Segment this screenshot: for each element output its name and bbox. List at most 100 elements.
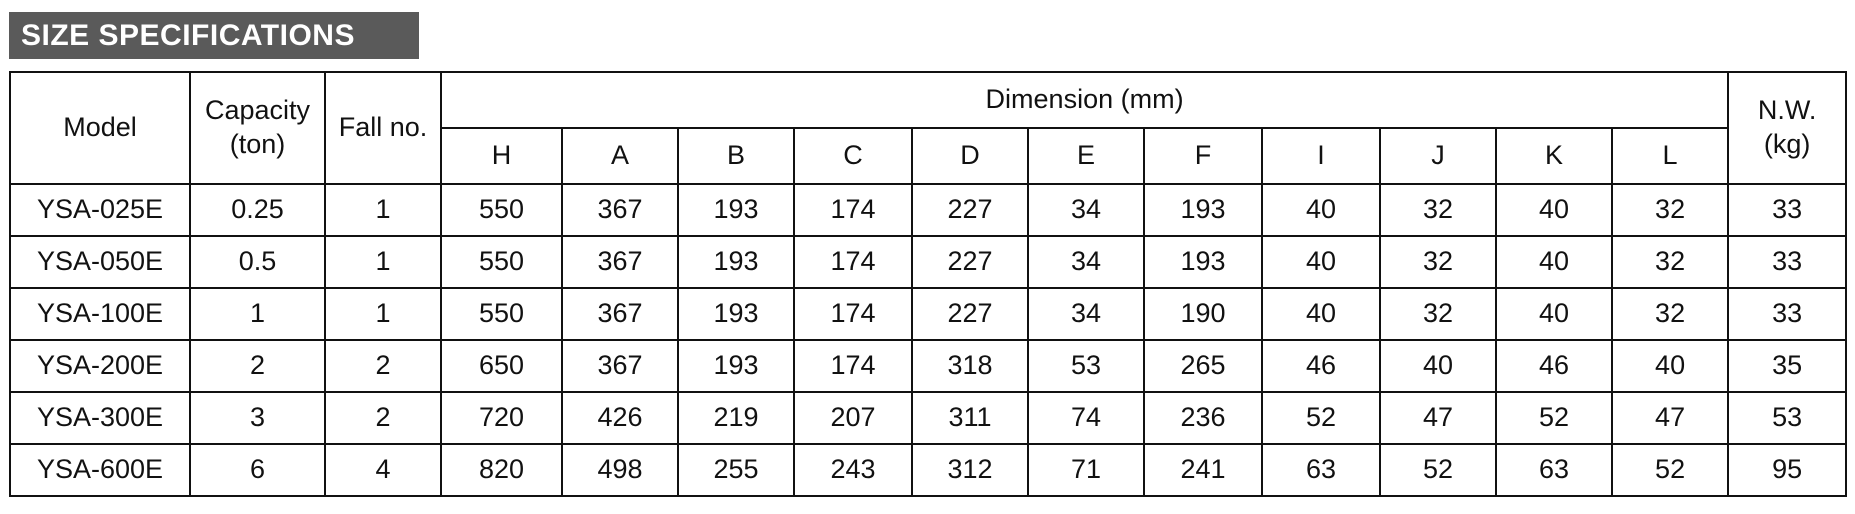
- header-cell: A: [561, 127, 679, 185]
- table-cell: 95: [1727, 443, 1848, 497]
- table-cell: 33: [1727, 183, 1848, 237]
- table-cell: 255: [677, 443, 795, 497]
- table-cell: 40: [1261, 235, 1381, 289]
- table-cell: 52: [1610, 443, 1730, 497]
- table-cell: 71: [1027, 443, 1145, 497]
- table-cell: 241: [1143, 443, 1263, 497]
- table-cell: 33: [1727, 287, 1848, 341]
- table-cell: 2: [324, 391, 442, 445]
- table-cell: 1: [324, 183, 442, 237]
- table-cell: 34: [1027, 183, 1145, 237]
- table-cell: 498: [561, 443, 679, 497]
- table-cell: 63: [1261, 443, 1381, 497]
- table-cell: YSA-100E: [9, 287, 191, 341]
- table-cell: 193: [1143, 183, 1263, 237]
- table-cell: 550: [440, 235, 563, 289]
- table-cell: 174: [793, 183, 913, 237]
- table-cell: 40: [1379, 339, 1497, 393]
- spec-table: Model Capacity (ton) Fall no. Dimension (mm…: [9, 71, 1848, 497]
- table-cell: 52: [1495, 391, 1613, 445]
- table-cell: 227: [911, 183, 1029, 237]
- table-cell: 40: [1610, 339, 1730, 393]
- table-cell: 0.25: [189, 183, 326, 237]
- table-cell: 46: [1261, 339, 1381, 393]
- table-cell: 243: [793, 443, 913, 497]
- header-cell: D: [911, 127, 1029, 185]
- table-cell: 265: [1143, 339, 1263, 393]
- header-cell: Capacity (ton): [189, 71, 326, 185]
- table-cell: 426: [561, 391, 679, 445]
- table-cell: 32: [1379, 235, 1497, 289]
- table-cell: 40: [1261, 183, 1381, 237]
- table-cell: 32: [1379, 183, 1497, 237]
- table-cell: 193: [677, 235, 795, 289]
- header-cell: L: [1610, 127, 1730, 185]
- table-cell: 174: [793, 339, 913, 393]
- table-cell: 367: [561, 183, 679, 237]
- header-cell: I: [1261, 127, 1381, 185]
- table-cell: 4: [324, 443, 442, 497]
- table-cell: 193: [677, 287, 795, 341]
- table-cell: 550: [440, 287, 563, 341]
- header-cell: F: [1143, 127, 1263, 185]
- data-row: YSA-200E 2 2 650 367 193 174 318 53 265 46 40 46 40 35: [9, 339, 1848, 393]
- table-cell: 236: [1143, 391, 1263, 445]
- header-cell: K: [1495, 127, 1613, 185]
- header-cell: N.W. (kg): [1727, 71, 1848, 185]
- table-cell: 227: [911, 235, 1029, 289]
- table-cell: 34: [1027, 235, 1145, 289]
- table-cell: 174: [793, 235, 913, 289]
- table-cell: 650: [440, 339, 563, 393]
- table-cell: 318: [911, 339, 1029, 393]
- table-cell: 40: [1495, 287, 1613, 341]
- table-cell: YSA-050E: [9, 235, 191, 289]
- table-cell: 40: [1261, 287, 1381, 341]
- table-cell: 32: [1610, 235, 1730, 289]
- table-cell: 1: [324, 287, 442, 341]
- data-row: YSA-025E 0.25 1 550 367 193 174 227 34 193 40 32 40 3…: [9, 183, 1848, 237]
- table-cell: 6: [189, 443, 326, 497]
- table-cell: 32: [1379, 287, 1497, 341]
- table-cell: 174: [793, 287, 913, 341]
- table-cell: 35: [1727, 339, 1848, 393]
- table-cell: 367: [561, 235, 679, 289]
- table-cell: 40: [1495, 235, 1613, 289]
- table-cell: 367: [561, 287, 679, 341]
- data-row: YSA-100E 1 1 550 367 193 174 227 34 190 40 32 40 32 33: [9, 287, 1848, 341]
- table-cell: 53: [1727, 391, 1848, 445]
- table-cell: 1: [324, 235, 442, 289]
- table-cell: 311: [911, 391, 1029, 445]
- data-row: YSA-050E 0.5 1 550 367 193 174 227 34 193 40 32 40 32…: [9, 235, 1848, 289]
- table-cell: 74: [1027, 391, 1145, 445]
- table-cell: 227: [911, 287, 1029, 341]
- table-cell: 1: [189, 287, 326, 341]
- table-cell: 550: [440, 183, 563, 237]
- table-cell: 312: [911, 443, 1029, 497]
- table-cell: YSA-025E: [9, 183, 191, 237]
- table-cell: 34: [1027, 287, 1145, 341]
- table-cell: 46: [1495, 339, 1613, 393]
- table-cell: YSA-300E: [9, 391, 191, 445]
- table-cell: YSA-200E: [9, 339, 191, 393]
- header-row: Model Capacity (ton) Fall no. Dimension (mm…: [9, 71, 1848, 185]
- table-cell: 47: [1379, 391, 1497, 445]
- table-cell: 40: [1495, 183, 1613, 237]
- table-cell: 63: [1495, 443, 1613, 497]
- header-cell: H: [440, 127, 563, 185]
- table-cell: 207: [793, 391, 913, 445]
- data-row: YSA-600E 6 4 820 498 255 243 312 71 241 63 52 63 52 95: [9, 443, 1848, 497]
- table-cell: 2: [189, 339, 326, 393]
- table-cell: 193: [677, 183, 795, 237]
- table-cell: 0.5: [189, 235, 326, 289]
- table-cell: 190: [1143, 287, 1263, 341]
- header-cell: Dimension (mm): [439, 71, 1730, 129]
- table-cell: 193: [1143, 235, 1263, 289]
- table-cell: 33: [1727, 235, 1848, 289]
- table-cell: YSA-600E: [9, 443, 191, 497]
- table-cell: 219: [677, 391, 795, 445]
- header-cell: E: [1027, 127, 1145, 185]
- header-cell: Fall no.: [324, 71, 442, 185]
- table-cell: 193: [677, 339, 795, 393]
